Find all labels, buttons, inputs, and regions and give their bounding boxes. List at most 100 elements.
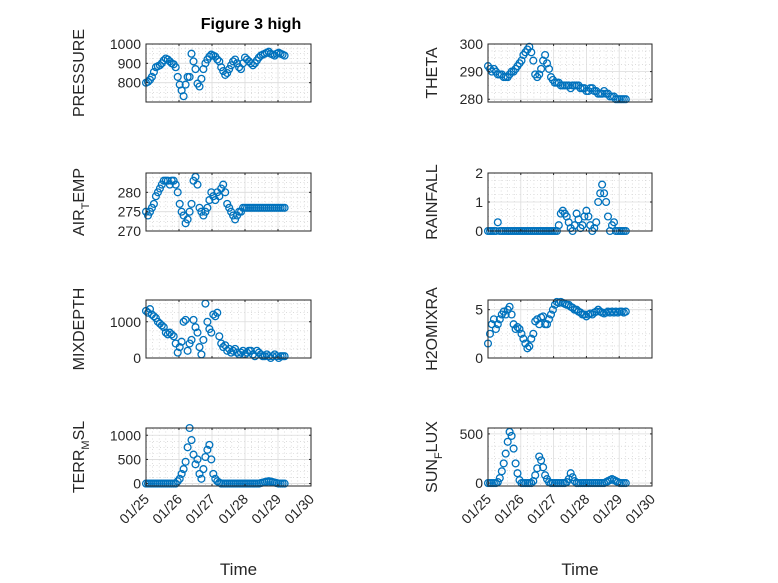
axes-frame	[145, 299, 312, 359]
y-axis-label-text: AIR	[71, 209, 88, 236]
tick-marks	[487, 300, 653, 359]
y-tick-label: 800	[118, 75, 142, 91]
y-axis-label: THETA	[424, 47, 441, 99]
data-point	[157, 321, 166, 330]
data-point	[177, 469, 186, 478]
data-point	[539, 463, 548, 472]
y-axis-label-subscript: F	[433, 452, 445, 459]
y-tick-label: 5	[475, 302, 483, 318]
data-point	[525, 42, 534, 51]
data-point	[151, 192, 160, 201]
y-tick-label: 0	[475, 350, 483, 366]
data-point	[517, 329, 526, 338]
data-point	[231, 215, 240, 224]
data-point	[493, 218, 502, 227]
y-axis-label-text: TERR	[71, 450, 88, 494]
data-point	[229, 57, 238, 66]
data-point	[493, 320, 502, 329]
data-point	[221, 70, 230, 79]
data-point	[217, 63, 226, 72]
data-point	[187, 49, 196, 58]
y-axis-label-subscript: M	[80, 440, 92, 449]
series-markers	[141, 47, 289, 101]
data-point	[195, 203, 204, 212]
data-point	[149, 312, 158, 321]
data-point	[181, 457, 190, 466]
data-point	[485, 329, 495, 338]
data-point	[147, 203, 156, 212]
y-axis-label: AIRTEMP	[71, 168, 92, 236]
data-point	[207, 188, 216, 197]
data-point	[193, 180, 202, 189]
data-point	[517, 56, 526, 65]
data-point	[229, 211, 238, 220]
y-axis-label-text-after: SL	[71, 421, 88, 441]
data-point	[195, 82, 204, 91]
data-point	[621, 307, 630, 316]
data-point	[600, 189, 609, 198]
data-point	[195, 469, 204, 478]
data-point	[515, 324, 524, 334]
data-point	[191, 323, 200, 332]
y-tick-label: 500	[460, 426, 484, 442]
data-point	[529, 56, 538, 65]
data-point	[548, 305, 557, 314]
data-point	[169, 176, 178, 185]
data-point	[187, 335, 196, 344]
data-point	[215, 332, 224, 341]
data-point	[167, 330, 176, 339]
axes-background	[488, 428, 652, 486]
data-point	[592, 307, 601, 316]
data-point	[201, 207, 210, 216]
x-axis-label: Time	[220, 560, 257, 579]
data-point	[155, 61, 164, 70]
data-point	[191, 65, 200, 74]
data-point	[527, 48, 536, 57]
data-point	[205, 440, 214, 449]
data-point	[503, 437, 512, 446]
data-point	[215, 192, 224, 201]
data-point	[209, 310, 218, 319]
data-point	[169, 332, 178, 341]
data-point	[546, 310, 556, 319]
data-point	[149, 67, 158, 77]
minor-grid	[488, 300, 652, 358]
tick-marks	[145, 300, 312, 359]
data-point	[280, 479, 289, 488]
y-tick-label: 300	[460, 36, 484, 52]
data-point	[280, 51, 289, 60]
data-point	[509, 444, 518, 453]
data-point	[191, 460, 200, 469]
y-axis-label: MIXDEPTH	[71, 288, 88, 371]
tick-marks	[145, 428, 312, 486]
data-point	[544, 64, 554, 73]
y-axis-label-text: PRESSURE	[71, 29, 88, 117]
data-point	[207, 328, 216, 337]
data-point	[507, 310, 516, 319]
data-point	[223, 199, 232, 208]
data-point	[171, 63, 180, 72]
data-point	[489, 315, 498, 324]
data-point	[189, 450, 198, 459]
data-point	[199, 335, 208, 344]
y-axis-label: PRESSURE	[71, 29, 88, 117]
data-point	[193, 328, 202, 337]
data-point	[621, 95, 630, 104]
subplot-theta: 280 290 300 THETA	[424, 36, 653, 107]
tick-marks	[487, 43, 653, 102]
x-axis-label: Time	[561, 560, 598, 579]
data-point	[533, 464, 542, 473]
data-point	[272, 352, 281, 361]
data-point	[501, 449, 510, 458]
y-tick-label: 1	[475, 194, 483, 210]
data-point	[159, 56, 168, 65]
data-point	[280, 352, 289, 361]
data-point	[173, 72, 182, 81]
data-point	[173, 188, 182, 197]
y-tick-label: 1000	[110, 314, 141, 330]
data-point	[197, 74, 206, 83]
y-axis-label: RAINFALL	[424, 164, 441, 240]
data-point	[207, 455, 216, 464]
data-point	[529, 329, 538, 338]
data-point	[501, 310, 510, 319]
